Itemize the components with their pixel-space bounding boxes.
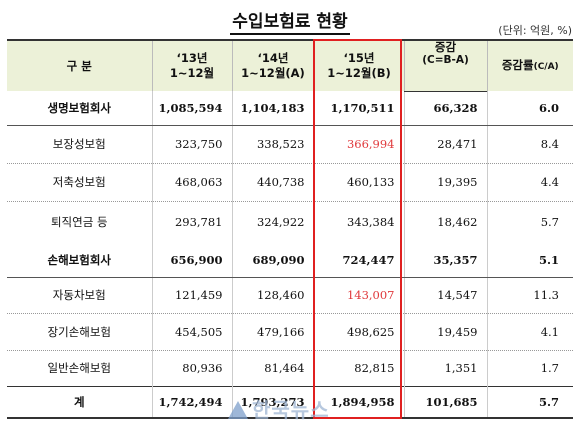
table-row: 저축성보험 468,063 440,738 460,133 19,395 4.4 — [7, 162, 573, 201]
cell-change: 14,547 — [403, 276, 487, 313]
cell-change: 35,357 — [403, 243, 487, 278]
header-2015: ‘15년 1~12월(B) — [313, 39, 404, 91]
table-title: 수입보험료 현황 — [0, 7, 580, 35]
header-2013: ‘13년 1~12월 — [151, 39, 232, 91]
table-row: 보장성보험 323,750 338,523 366,994 28,471 8.4 — [7, 124, 573, 163]
cell-rate: 11.3 — [486, 276, 573, 313]
cell-y15: 343,384 — [313, 200, 404, 243]
cell-y14: 338,523 — [231, 124, 314, 163]
cell-label: 퇴직연금 등 — [7, 200, 152, 243]
cell-y13: 80,936 — [151, 349, 232, 386]
cell-y13: 1,085,594 — [151, 91, 232, 126]
cell-label: 저축성보험 — [7, 162, 152, 201]
cell-rate: 8.4 — [486, 124, 573, 163]
table-row: 손해보험회사 656,900 689,090 724,447 35,357 5.1 — [7, 243, 573, 278]
cell-rate: 6.0 — [486, 91, 573, 126]
header-change-cont — [403, 67, 487, 92]
cell-change: 19,395 — [403, 162, 487, 201]
cell-label: 계 — [7, 385, 152, 419]
watermark-logo: 한국뉴스 — [228, 394, 330, 423]
unit-note: (단위: 억원, %) — [498, 24, 572, 37]
cell-y15: 460,133 — [313, 162, 404, 201]
cell-y15: 366,994 — [313, 124, 404, 163]
table-row: 일반손해보험 80,936 81,464 82,815 1,351 1.7 — [7, 349, 573, 386]
cell-rate: 1.7 — [486, 349, 573, 386]
cell-rate: 5.7 — [486, 200, 573, 243]
cell-y14: 81,464 — [231, 349, 314, 386]
header-change: 증감 (C=B-A) — [403, 39, 487, 67]
cell-change: 101,685 — [403, 385, 487, 419]
cell-y15: 1,894,958 — [313, 385, 404, 419]
cell-y13: 293,781 — [151, 200, 232, 243]
cell-rate: 4.4 — [486, 162, 573, 201]
cell-y14: 1,104,183 — [231, 91, 314, 126]
cell-label: 생명보험회사 — [7, 91, 152, 126]
cell-y15: 724,447 — [313, 243, 404, 278]
table-row: 퇴직연금 등 293,781 324,922 343,384 18,462 5.7 — [7, 200, 573, 243]
cell-y13: 468,063 — [151, 162, 232, 201]
cell-y13: 323,750 — [151, 124, 232, 163]
cell-y13: 1,742,494 — [151, 385, 232, 419]
header-rate: 증감률(C/A) — [486, 39, 573, 91]
cell-change: 66,328 — [403, 91, 487, 126]
table-row: 장기손해보험 454,505 479,166 498,625 19,459 4.1 — [7, 312, 573, 350]
cell-change: 18,462 — [403, 200, 487, 243]
premium-income-table: 구 분 ‘13년 1~12월 ‘14년 1~12월(A) ‘15년 1~12월(B) … — [7, 39, 573, 419]
cell-y15: 82,815 — [313, 349, 404, 386]
cell-rate: 5.7 — [486, 385, 573, 419]
cell-change: 1,351 — [403, 349, 487, 386]
cell-label: 장기손해보험 — [7, 312, 152, 350]
cell-y15: 1,170,511 — [313, 91, 404, 126]
cell-change: 28,471 — [403, 124, 487, 163]
cell-y13: 656,900 — [151, 243, 232, 278]
cell-rate: 4.1 — [486, 312, 573, 350]
table-row: 생명보험회사 1,085,594 1,104,183 1,170,511 66,328 6… — [7, 91, 573, 126]
cell-y15: 498,625 — [313, 312, 404, 350]
cell-y13: 121,459 — [151, 276, 232, 313]
cell-y13: 454,505 — [151, 312, 232, 350]
cell-y14: 479,166 — [231, 312, 314, 350]
header-2014: ‘14년 1~12월(A) — [231, 39, 314, 91]
header-category: 구 분 — [7, 39, 152, 91]
cell-label: 일반손해보험 — [7, 349, 152, 386]
cell-change: 19,459 — [403, 312, 487, 350]
cell-y14: 440,738 — [231, 162, 314, 201]
watermark-mark-icon — [228, 401, 248, 419]
cell-y14: 689,090 — [231, 243, 314, 278]
cell-y15: 143,007 — [313, 276, 404, 313]
cell-label: 보장성보험 — [7, 124, 152, 163]
cell-y14: 128,460 — [231, 276, 314, 313]
cell-rate: 5.1 — [486, 243, 573, 278]
table-row: 자동차보험 121,459 128,460 143,007 14,547 11.3 — [7, 276, 573, 313]
cell-label: 자동차보험 — [7, 276, 152, 313]
cell-y14: 324,922 — [231, 200, 314, 243]
cell-label: 손해보험회사 — [7, 243, 152, 278]
